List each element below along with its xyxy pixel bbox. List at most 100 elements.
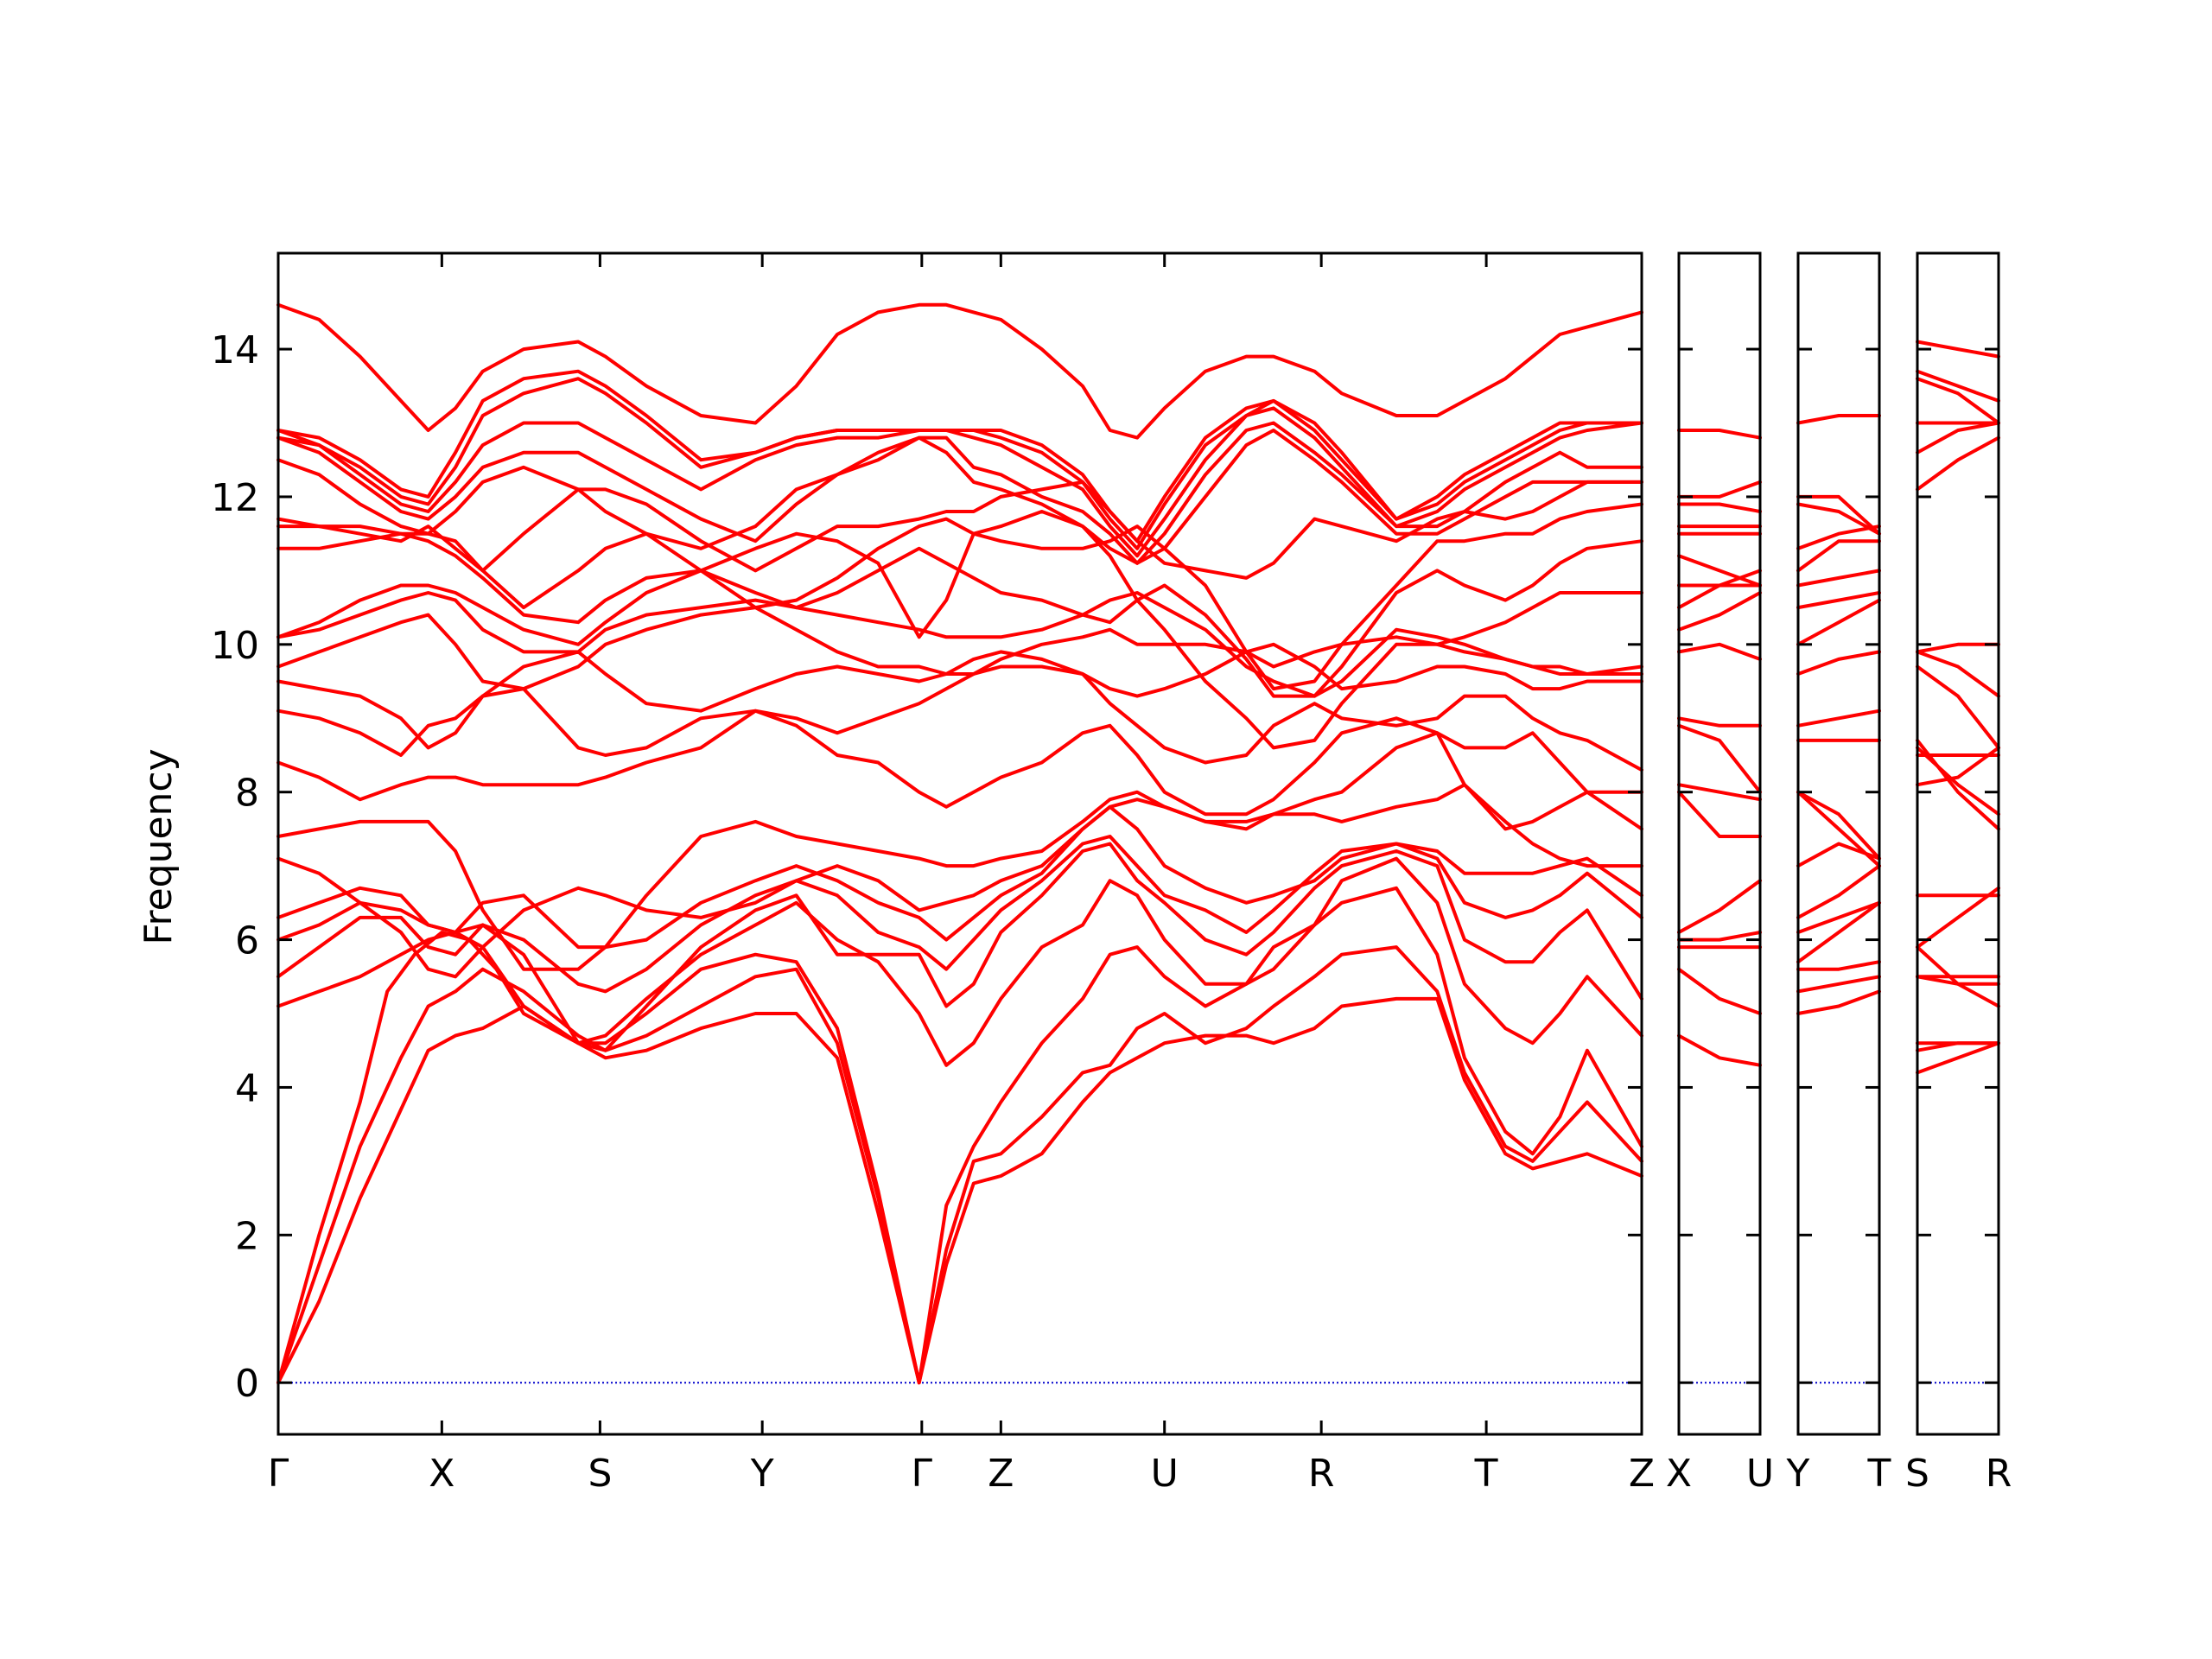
band-line [276, 664, 1643, 772]
y-tick-label: 4 [235, 1066, 259, 1110]
band-line [1796, 502, 1881, 536]
band-line [1916, 650, 2000, 698]
band-line [1796, 790, 1881, 868]
x-tick-label: Z [988, 1452, 1014, 1496]
y-tick-label: 6 [235, 919, 259, 963]
x-tick-label: R [1308, 1452, 1335, 1496]
band-line [1796, 864, 1881, 919]
band-line [1916, 664, 2000, 750]
x-tick-label: X [429, 1452, 454, 1496]
x-tick-label: R [1986, 1452, 2012, 1496]
band-line [276, 886, 1643, 1385]
band-line [1796, 569, 1881, 588]
band-line [276, 421, 1643, 565]
band-line [1796, 524, 1881, 550]
band-line [1796, 591, 1881, 610]
band-line [1677, 723, 1762, 794]
band-line [1796, 709, 1881, 728]
x-tick-label: S [1905, 1452, 1929, 1496]
panel-frame [1677, 251, 1762, 1436]
band-line [276, 369, 1643, 543]
band-line [276, 842, 1643, 1052]
panel-frame [1916, 251, 2000, 1436]
band-line [276, 591, 1643, 698]
band-line [276, 642, 1643, 750]
y-axis-label: Frequency [137, 748, 181, 944]
y-tick-label: 14 [211, 328, 259, 372]
band-line [1677, 429, 1762, 440]
band-line [1796, 900, 1881, 934]
x-tick-label: U [1746, 1452, 1774, 1496]
band-line [1677, 879, 1762, 934]
band-lines [276, 302, 2000, 1385]
band-line [276, 377, 1643, 550]
band-line [1796, 539, 1881, 573]
x-tick-label: X [1666, 1452, 1692, 1496]
band-line [1677, 783, 1762, 802]
band-line [1677, 967, 1762, 1015]
y-tick-label: 10 [211, 624, 259, 668]
band-line [1916, 886, 2000, 950]
y-tick-label: 8 [235, 772, 259, 816]
band-line [1916, 738, 2000, 831]
band-line [1916, 340, 2000, 359]
band-line [1796, 975, 1881, 994]
x-tick-label: T [1867, 1452, 1891, 1496]
band-line [1796, 960, 1881, 971]
band-line [1796, 414, 1881, 425]
panel-frame [1796, 251, 1881, 1436]
band-line [1916, 421, 2000, 454]
band-line [276, 531, 1643, 698]
band-line [276, 945, 1643, 1385]
axis-ticks [278, 253, 1999, 1434]
band-line [276, 731, 1643, 971]
band-line [276, 996, 1643, 1385]
band-line [1677, 716, 1762, 728]
x-tick-label: Y [1786, 1452, 1810, 1496]
band-line [1796, 900, 1881, 964]
band-line [1916, 369, 2000, 403]
band-line [1677, 569, 1762, 610]
band-line [1916, 945, 2000, 1008]
band-line [276, 502, 1643, 691]
band-line [276, 783, 1643, 979]
band-line [276, 856, 1643, 1067]
band-line [276, 606, 1643, 691]
band-line [1796, 598, 1881, 646]
band-line [276, 510, 1643, 750]
panel-frames [276, 251, 2000, 1436]
band-line [1677, 502, 1762, 513]
band-line [1796, 790, 1881, 861]
band-line [276, 709, 1643, 817]
band-line [1916, 435, 2000, 492]
x-tick-label: T [1474, 1452, 1498, 1496]
panel-frame [276, 251, 1643, 1436]
band-line [1916, 746, 2000, 787]
band-line [1677, 642, 1762, 661]
x-tick-label: S [588, 1452, 612, 1496]
band-line [1677, 1033, 1762, 1067]
band-line [1916, 1041, 2000, 1075]
x-tick-label: Γ [912, 1452, 933, 1496]
band-line [276, 835, 1643, 994]
band-line [1677, 790, 1762, 838]
band-line [1796, 989, 1881, 1015]
x-tick-label: Γ [268, 1452, 289, 1496]
y-tick-label: 12 [211, 476, 259, 520]
band-line [276, 429, 1643, 565]
x-tick-label: U [1151, 1452, 1179, 1496]
band-line [276, 804, 1643, 950]
x-tick-label: Y [750, 1452, 774, 1496]
band-line [1677, 554, 1762, 588]
band-line [276, 302, 1643, 440]
x-tick-label: Z [1629, 1452, 1655, 1496]
band-line [276, 480, 1643, 580]
band-line [1677, 480, 1762, 499]
y-tick-label: 0 [235, 1362, 259, 1406]
y-tick-label: 2 [235, 1214, 259, 1258]
band-line [1796, 650, 1881, 676]
band-line [276, 406, 1643, 558]
band-line [1677, 591, 1762, 632]
